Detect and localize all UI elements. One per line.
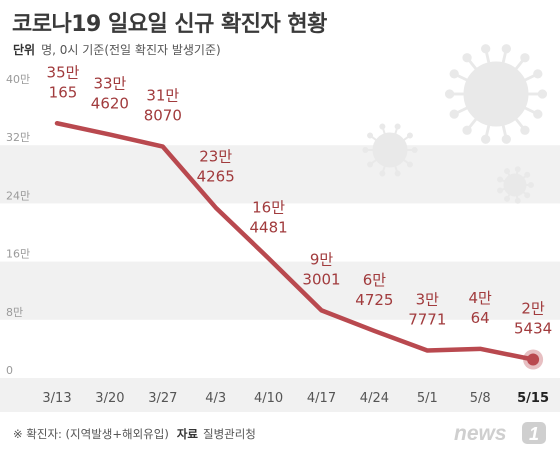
y-bands	[0, 145, 560, 412]
point-label-major: 6만	[363, 271, 387, 289]
x-tick-label: 5/1	[417, 391, 438, 406]
virus-icon	[362, 123, 418, 177]
point-label-minor: 4725	[355, 291, 393, 309]
y-tick-label: 8만	[6, 306, 23, 319]
virus-icon	[444, 44, 548, 144]
footnote: ※ 확진자: (지역발생+해외유입) 자료 질병관리청	[13, 426, 256, 442]
x-tick-label: 3/27	[148, 391, 177, 406]
y-band	[0, 145, 560, 204]
point-label-minor: 5434	[514, 319, 552, 337]
point-label-minor: 4620	[91, 95, 129, 113]
x-tick-label: 4/17	[307, 391, 336, 406]
logo-text: news	[454, 422, 507, 445]
point-label-major: 4만	[469, 289, 493, 307]
point-label-major: 23만	[199, 148, 232, 166]
point-label-major: 33만	[93, 75, 126, 93]
point-label-minor: 7771	[408, 311, 446, 329]
point-label-minor: 4481	[250, 218, 288, 236]
unit-label: 단위	[13, 43, 36, 57]
news1-logo: news 1	[454, 422, 546, 445]
x-tick-label: 4/24	[360, 391, 389, 406]
point-label-minor: 64	[471, 309, 490, 327]
source-label: 자료	[176, 427, 198, 441]
source-text: 질병관리청	[202, 427, 256, 441]
footnote-text: ※ 확진자: (지역발생+해외유입)	[13, 427, 169, 441]
point-label-minor: 3001	[302, 270, 340, 288]
series-line-path	[54, 121, 536, 362]
point-label-major: 9만	[310, 250, 334, 268]
x-tick-label: 4/3	[205, 391, 226, 406]
y-tick-label: 16만	[6, 248, 30, 261]
y-tick-label: 0	[6, 364, 13, 377]
point-label-minor: 4265	[197, 168, 235, 186]
page-title: 코로나19 일요일 신규 확진자 현황	[12, 12, 327, 37]
x-tick-label: 3/20	[95, 391, 124, 406]
data-point	[527, 353, 540, 366]
x-tick-label: 5/15	[517, 391, 549, 406]
point-label-major: 16만	[252, 198, 285, 216]
point-label-major: 3만	[416, 291, 440, 309]
unit-text: 명, 0시 기준(전일 확진자 발생기준)	[41, 43, 221, 57]
x-tick-label: 5/8	[470, 391, 491, 406]
point-label-minor: 165	[49, 83, 78, 101]
x-tick-label: 4/10	[254, 391, 283, 406]
y-tick-label: 24만	[6, 189, 30, 202]
y-tick-labels: 0 8만 16만 24만 32만 40만	[6, 73, 30, 377]
x-axis-band	[0, 378, 560, 412]
y-tick-label: 40만	[6, 73, 30, 86]
point-label-minor: 8070	[144, 107, 182, 125]
x-tick-label: 3/13	[42, 391, 71, 406]
logo-digit: 1	[529, 424, 539, 444]
x-tick-labels: 3/13 3/20 3/27 4/3 4/10 4/17 4/24 5/1 5/8 5/15	[42, 391, 549, 406]
unit-caption: 단위 명, 0시 기준(전일 확진자 발생기준)	[13, 41, 221, 58]
point-label-major: 31만	[146, 87, 179, 105]
series-line	[54, 121, 544, 370]
virus-decoration	[362, 44, 548, 204]
point-label-major: 35만	[47, 63, 80, 81]
point-label-major: 2만	[521, 299, 545, 317]
point-labels: 35만 165 33만 4620 31만 8070 23만 4265 16만 4481 9만 3001…	[47, 63, 553, 337]
virus-icon	[497, 166, 534, 204]
y-tick-label: 32만	[6, 131, 30, 144]
